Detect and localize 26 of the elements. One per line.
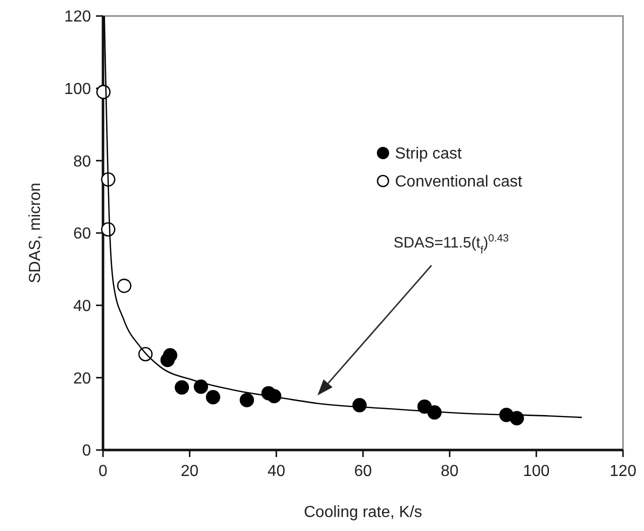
y-tick-label: 60: [73, 226, 92, 243]
point: [510, 411, 524, 426]
x-tick-label: 0: [98, 463, 108, 480]
legend-label: Strip cast: [395, 146, 462, 163]
x-tick-label: 120: [610, 463, 636, 480]
x-tick-label: 60: [354, 463, 372, 480]
point: [240, 392, 254, 408]
y-tick-label: 20: [73, 370, 92, 388]
y-tick-label: 40: [73, 298, 92, 315]
y-tick-label: 120: [64, 8, 92, 26]
x-tick-label: 80: [440, 463, 459, 480]
annotation: SDAS=11.5(t$_{f}$)$^{0.43}$: [394, 232, 509, 256]
point: [206, 390, 220, 404]
y-tick-label: 0: [82, 442, 92, 460]
y-tick-label: 100: [64, 80, 92, 98]
point: [117, 278, 132, 293]
y-axis-title: SDAS, micron: [27, 182, 44, 284]
x-tick-label: 40: [267, 463, 286, 480]
y-tick-label: 80: [73, 153, 92, 170]
x-axis-title: Cooling rate, K/s: [304, 504, 422, 521]
legend-label: Conventional cast: [395, 174, 523, 191]
x-tick-label: 100: [522, 463, 550, 480]
x-tick-label: 20: [180, 463, 199, 480]
point: [163, 348, 178, 362]
point: [174, 380, 190, 395]
point: [194, 380, 208, 394]
